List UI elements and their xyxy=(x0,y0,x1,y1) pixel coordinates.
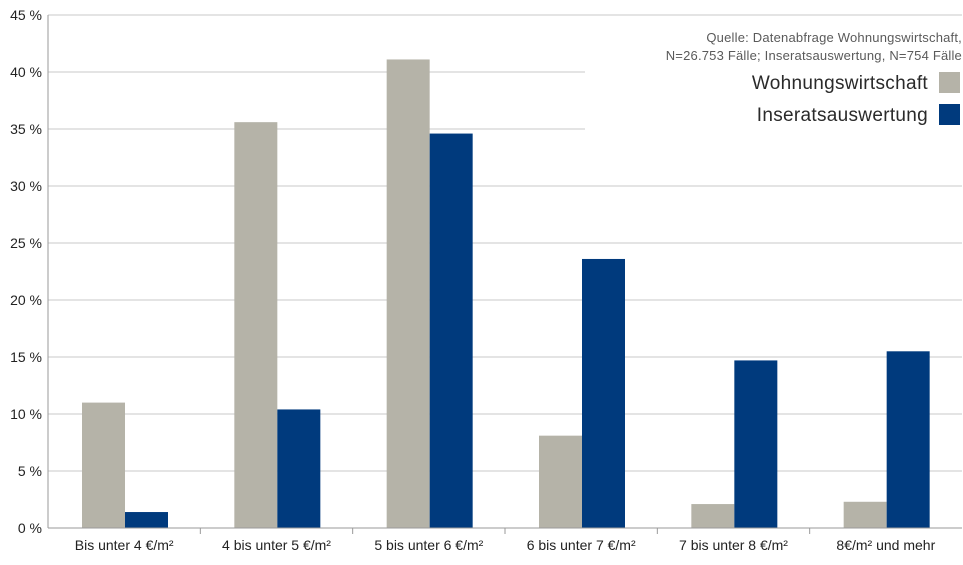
y-tick-label-20: 20 % xyxy=(10,292,42,308)
x-tick-label-5: 8€/m² und mehr xyxy=(836,537,935,553)
annotation-background xyxy=(585,22,963,132)
y-tick-label-5: 5 % xyxy=(18,463,42,479)
bar-wohnungswirtschaft-3 xyxy=(539,435,582,528)
bar-inseratsauswertung-5 xyxy=(886,351,930,528)
legend: Wohnungswirtschaft Inseratsauswertung xyxy=(752,72,960,126)
source-note-line1: Quelle: Datenabfrage Wohnungswirtschaft, xyxy=(706,30,962,45)
bar-inseratsauswertung-1 xyxy=(277,409,321,528)
axes: 0 % 5 % 10 % 15 % 20 % 25 % 30 % 35 % 40 % 45 % Bi… xyxy=(10,7,962,553)
bar-wohnungswirtschaft-1 xyxy=(234,122,278,528)
bar-wohnungswirtschaft-0 xyxy=(82,402,125,528)
gridlines xyxy=(48,14,962,529)
bar-wohnungswirtschaft-2 xyxy=(386,59,430,529)
bar-wohnungswirtschaft-5 xyxy=(843,501,887,528)
bar-inseratsauswertung-2 xyxy=(429,133,473,528)
x-tick-label-2: 5 bis unter 6 €/m² xyxy=(374,537,483,553)
x-tick-label-1: 4 bis unter 5 €/m² xyxy=(222,537,331,553)
bar-inseratsauswertung-0 xyxy=(125,512,168,528)
y-tick-label-30: 30 % xyxy=(10,178,42,194)
y-tick-label-0: 0 % xyxy=(18,520,42,536)
bar-wohnungswirtschaft-4 xyxy=(691,504,735,528)
legend-swatch-inseratsauswertung xyxy=(939,104,960,125)
legend-label-inseratsauswertung: Inseratsauswertung xyxy=(757,105,928,126)
bars xyxy=(82,59,930,529)
bar-inseratsauswertung-3 xyxy=(582,258,625,528)
bar-inseratsauswertung-4 xyxy=(734,360,778,528)
x-tick-label-4: 7 bis unter 8 €/m² xyxy=(679,537,788,553)
annotation: Quelle: Datenabfrage Wohnungswirtschaft,… xyxy=(585,22,963,132)
legend-label-wohnungswirtschaft: Wohnungswirtschaft xyxy=(752,73,929,94)
y-tick-label-10: 10 % xyxy=(10,406,42,422)
x-tick-label-0: Bis unter 4 €/m² xyxy=(75,537,174,553)
y-tick-label-35: 35 % xyxy=(10,121,42,137)
y-tick-label-45: 45 % xyxy=(10,7,42,23)
y-tick-label-25: 25 % xyxy=(10,235,42,251)
source-note-line2: N=26.753 Fälle; Inseratsauswertung, N=75… xyxy=(666,48,962,63)
y-tick-label-15: 15 % xyxy=(10,349,42,365)
x-tick-label-3: 6 bis unter 7 €/m² xyxy=(527,537,636,553)
legend-swatch-wohnungswirtschaft xyxy=(939,72,960,93)
y-tick-label-40: 40 % xyxy=(10,64,42,80)
